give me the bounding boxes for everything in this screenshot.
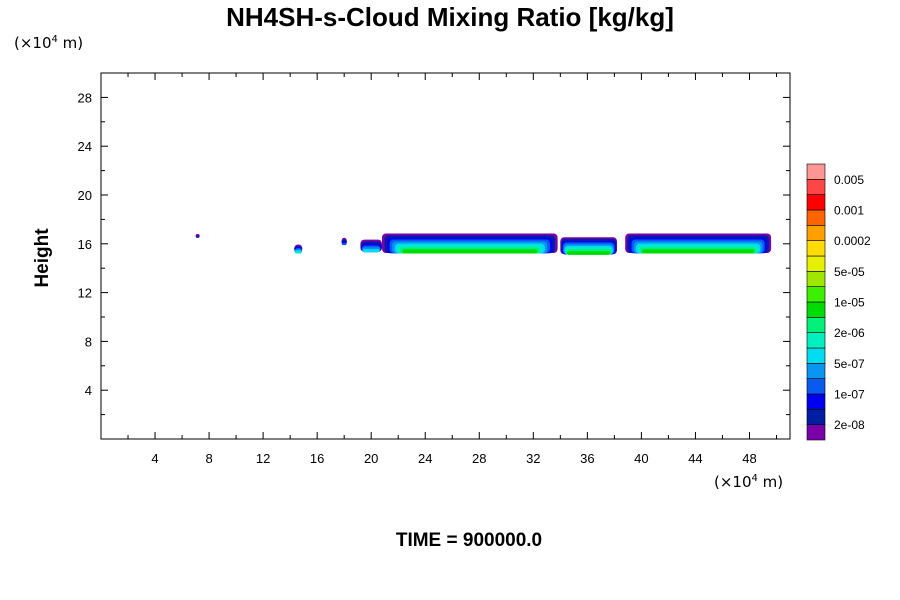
cloud-layer-9 xyxy=(402,249,538,254)
cloud-feature-6 xyxy=(560,237,617,255)
y-tick-label-24: 24 xyxy=(78,139,92,154)
y-tick-label-20: 20 xyxy=(78,188,92,203)
colorbar-swatch-16 xyxy=(806,194,826,211)
x-tick-label-8: 8 xyxy=(205,451,212,466)
colorbar-swatch-2 xyxy=(806,409,826,425)
colorbar-swatch-7 xyxy=(806,332,826,349)
colorbar-label-4: 2e-06 xyxy=(834,326,865,340)
colorbar-label-6: 5e-05 xyxy=(834,265,865,279)
colorbar-swatch-4 xyxy=(806,378,826,395)
x-tick-label-28: 28 xyxy=(472,451,486,466)
y-tick-label-16: 16 xyxy=(78,237,92,252)
cloud-feature-4 xyxy=(360,239,382,253)
cloud-layer-9 xyxy=(642,249,755,254)
x-unit-exponent: 4 xyxy=(751,473,758,484)
colorbar-swatch-17 xyxy=(806,179,826,195)
colorbar-label-3: 5e-07 xyxy=(834,357,865,371)
colorbar-swatch-5 xyxy=(806,363,826,379)
x-tick-label-20: 20 xyxy=(364,451,378,466)
x-unit-prefix: (×10 xyxy=(714,473,752,491)
colorbar-swatch-1 xyxy=(806,424,826,441)
x-tick-label-16: 16 xyxy=(310,451,324,466)
x-tick-label-44: 44 xyxy=(688,451,702,466)
colorbar-swatch-12 xyxy=(806,255,826,272)
y-tick-label-12: 12 xyxy=(78,286,92,301)
colorbar-swatch-3 xyxy=(806,393,826,410)
cloud-layer-6 xyxy=(362,249,380,253)
cloud-layer-7 xyxy=(295,251,302,254)
y-tick-label-4: 4 xyxy=(85,383,92,398)
y-unit-suffix: m) xyxy=(57,34,84,52)
x-axis-unit: (×104 m) xyxy=(714,473,783,491)
colorbar-swatch-13 xyxy=(806,240,826,257)
y-tick-label-28: 28 xyxy=(78,90,92,105)
colorbar: 2e-08 1e-07 5e-07 2e-06 1e-05 5e-05 0.0002 0.00… xyxy=(806,163,871,441)
colorbar-swatch-10 xyxy=(806,286,826,303)
y-unit-exponent: 4 xyxy=(51,34,58,45)
x-tick-label-36: 36 xyxy=(580,451,594,466)
y-tick-label-8: 8 xyxy=(85,334,92,349)
y-unit-prefix: (×10 xyxy=(14,34,52,52)
cloud-feature-7 xyxy=(625,233,772,254)
x-tick-label-12: 12 xyxy=(256,451,270,466)
colorbar-label-9: 0.005 xyxy=(834,173,864,187)
cloud-layer-9 xyxy=(566,251,611,255)
colorbar-swatch-14 xyxy=(806,225,826,241)
colorbar-swatch-8 xyxy=(806,317,826,333)
time-label: TIME = 900000.0 xyxy=(395,530,543,551)
colorbar-swatch-15 xyxy=(806,209,826,226)
colorbar-swatch-18 xyxy=(806,163,826,180)
x-tick-label-48: 48 xyxy=(742,451,756,466)
colorbar-label-2: 1e-07 xyxy=(834,388,865,402)
colorbar-swatch-11 xyxy=(806,271,826,287)
colorbar-label-5: 1e-05 xyxy=(834,296,865,310)
plot-frame xyxy=(100,72,791,440)
y-axis-unit: (×104 m) xyxy=(14,34,83,52)
x-unit-suffix: m) xyxy=(757,473,784,491)
cloud-feature-2 xyxy=(294,244,303,254)
colorbar-swatch-9 xyxy=(806,301,826,318)
cloud-feature-3 xyxy=(341,237,347,246)
cloud-layer-4 xyxy=(342,242,347,245)
x-tick-label-24: 24 xyxy=(418,451,432,466)
colorbar-label-7: 0.0002 xyxy=(834,234,871,248)
cloud-layer-2 xyxy=(195,236,200,238)
cloud-feature-1 xyxy=(195,234,200,238)
x-tick-label-4: 4 xyxy=(151,451,158,466)
cloud-feature-5 xyxy=(382,233,558,254)
x-tick-label-40: 40 xyxy=(634,451,648,466)
chart-title: NH4SH-s-Cloud Mixing Ratio [kg/kg] xyxy=(226,2,674,32)
colorbar-label-1: 2e-08 xyxy=(834,418,865,432)
colorbar-label-8: 0.001 xyxy=(834,204,864,218)
x-tick-label-32: 32 xyxy=(526,451,540,466)
colorbar-swatch-6 xyxy=(806,347,826,364)
